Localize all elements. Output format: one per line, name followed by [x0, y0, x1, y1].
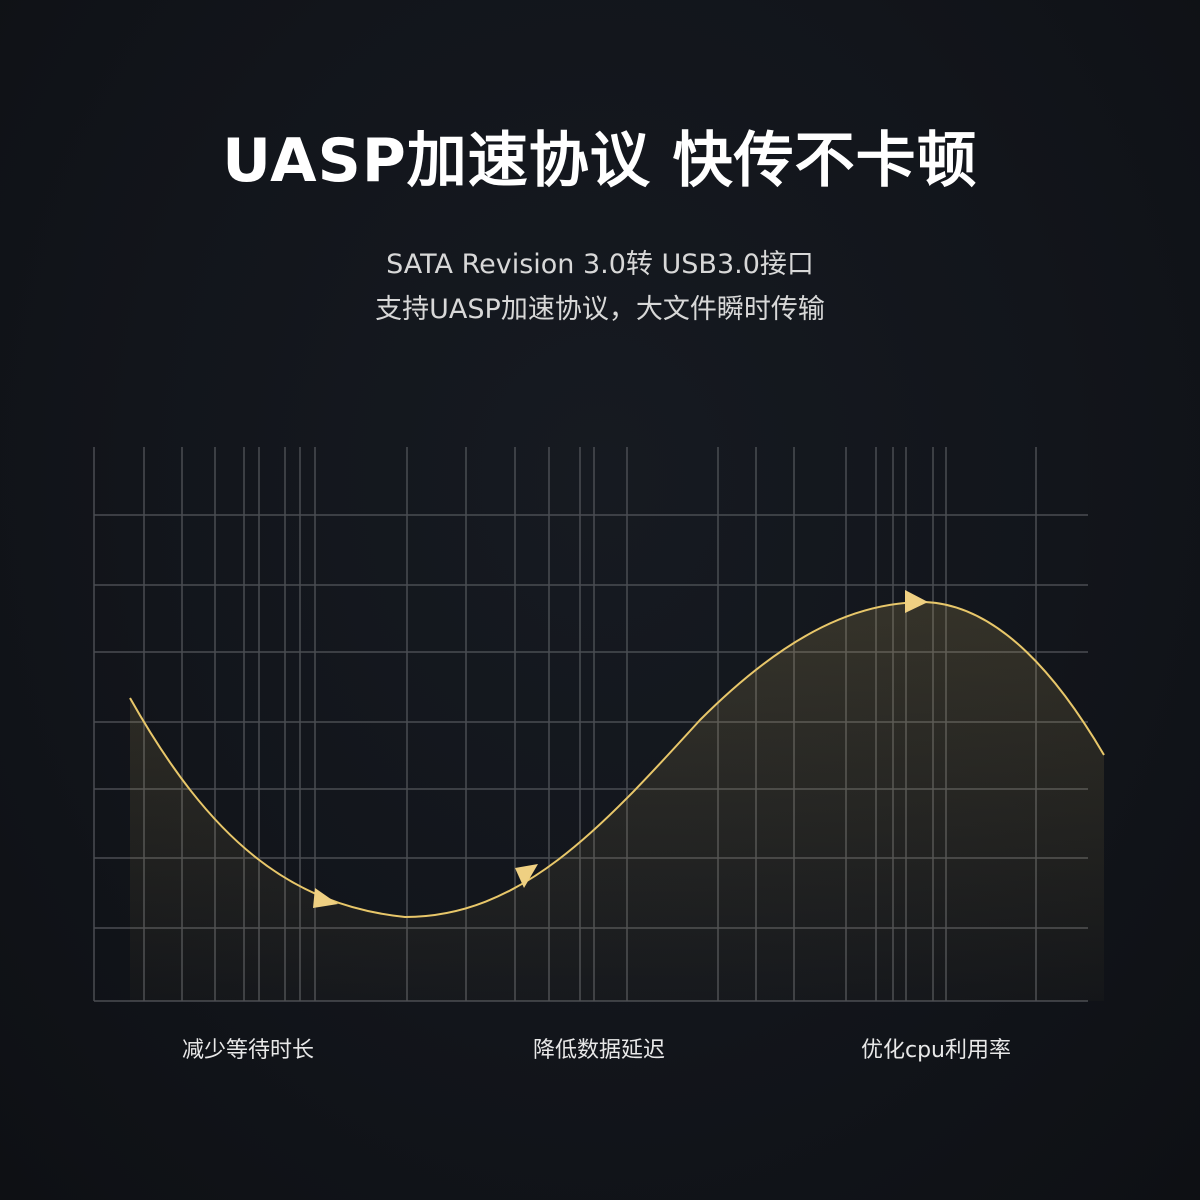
subtitle-line-2: 支持UASP加速协议，大文件瞬时传输	[375, 294, 825, 325]
curve-fill	[130, 602, 1104, 1001]
label-reduce-latency: 降低数据延迟	[532, 1038, 666, 1063]
arrow-icon	[515, 864, 538, 888]
arrow-icon	[313, 888, 338, 908]
curve-line	[129, 600, 1105, 919]
headline: UASP加速协议 快传不卡顿	[222, 126, 978, 196]
subtitle-line-1: SATA Revision 3.0转 USB3.0接口	[386, 249, 814, 280]
label-optimize-cpu: 优化cpu利用率	[860, 1038, 1012, 1063]
arrow-icon	[905, 590, 928, 613]
label-reduce-wait: 减少等待时长	[181, 1038, 315, 1063]
